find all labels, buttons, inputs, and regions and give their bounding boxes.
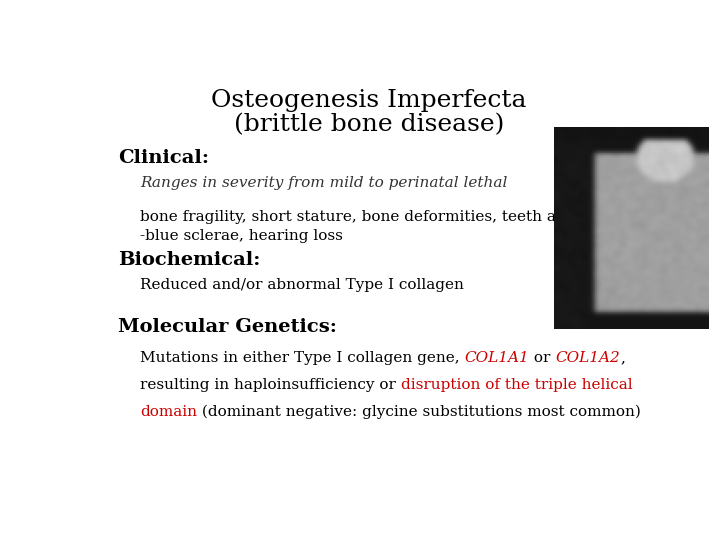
- Text: (dominant negative: glycine substitutions most common): (dominant negative: glycine substitution…: [197, 405, 641, 419]
- Text: domain: domain: [140, 405, 197, 419]
- Text: disruption of the triple helical: disruption of the triple helical: [401, 378, 633, 392]
- Text: Molecular Genetics:: Molecular Genetics:: [118, 318, 337, 336]
- Text: COL1A1: COL1A1: [464, 351, 529, 365]
- Text: or: or: [529, 351, 556, 365]
- Text: bone fragility, short stature, bone deformities, teeth abnormalities,
-blue scle: bone fragility, short stature, bone defo…: [140, 210, 658, 242]
- Text: (brittle bone disease): (brittle bone disease): [234, 113, 504, 137]
- Text: Clinical:: Clinical:: [118, 150, 209, 167]
- Text: Osteogenesis Imperfecta: Osteogenesis Imperfecta: [211, 89, 527, 112]
- Text: Biochemical:: Biochemical:: [118, 251, 260, 269]
- Text: ,: ,: [621, 351, 626, 365]
- Text: Reduced and/or abnormal Type I collagen: Reduced and/or abnormal Type I collagen: [140, 278, 464, 292]
- Text: COL1A2: COL1A2: [556, 351, 621, 365]
- Text: resulting in haploinsufficiency or: resulting in haploinsufficiency or: [140, 378, 401, 392]
- Text: Mutations in either Type I collagen gene,: Mutations in either Type I collagen gene…: [140, 351, 464, 365]
- Text: Ranges in severity from mild to perinatal lethal: Ranges in severity from mild to perinata…: [140, 176, 508, 190]
